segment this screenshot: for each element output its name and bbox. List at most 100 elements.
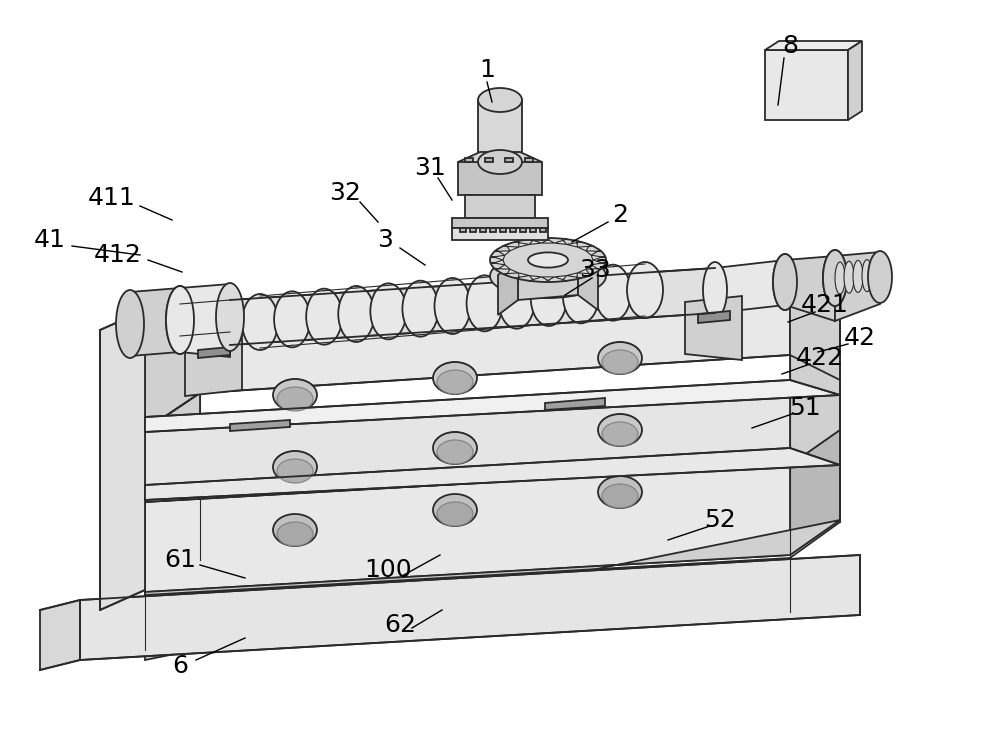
Ellipse shape <box>467 275 503 331</box>
Polygon shape <box>765 50 848 120</box>
Text: 6: 6 <box>172 654 188 678</box>
Polygon shape <box>586 265 602 270</box>
Polygon shape <box>790 430 840 555</box>
Polygon shape <box>478 100 522 162</box>
Polygon shape <box>578 255 598 310</box>
Polygon shape <box>554 238 567 244</box>
Ellipse shape <box>116 290 144 358</box>
Ellipse shape <box>844 261 854 293</box>
Ellipse shape <box>862 260 872 291</box>
Ellipse shape <box>871 259 881 291</box>
Ellipse shape <box>273 514 317 546</box>
Polygon shape <box>494 265 510 270</box>
Polygon shape <box>567 273 582 279</box>
Ellipse shape <box>627 262 663 318</box>
Polygon shape <box>505 158 513 162</box>
Ellipse shape <box>478 150 522 174</box>
Polygon shape <box>542 238 554 243</box>
Polygon shape <box>452 218 548 228</box>
Ellipse shape <box>437 440 473 464</box>
Polygon shape <box>502 245 519 251</box>
Polygon shape <box>502 269 519 275</box>
Ellipse shape <box>338 286 374 342</box>
Text: 62: 62 <box>384 613 416 637</box>
Polygon shape <box>848 41 862 120</box>
Polygon shape <box>577 245 594 251</box>
Ellipse shape <box>306 289 342 344</box>
Polygon shape <box>494 250 510 255</box>
Polygon shape <box>567 273 582 279</box>
Text: 411: 411 <box>88 186 136 210</box>
Polygon shape <box>185 332 242 396</box>
Polygon shape <box>510 228 516 232</box>
Ellipse shape <box>853 261 863 292</box>
Polygon shape <box>514 273 529 279</box>
Polygon shape <box>145 393 790 502</box>
Ellipse shape <box>242 294 278 350</box>
Ellipse shape <box>602 422 638 446</box>
Ellipse shape <box>598 342 642 374</box>
Ellipse shape <box>370 283 406 339</box>
Polygon shape <box>715 260 785 313</box>
Polygon shape <box>529 238 542 244</box>
Ellipse shape <box>478 88 522 112</box>
Ellipse shape <box>274 291 310 347</box>
Ellipse shape <box>823 250 847 306</box>
Polygon shape <box>542 238 554 243</box>
Polygon shape <box>529 238 542 244</box>
Ellipse shape <box>490 254 606 298</box>
Polygon shape <box>554 275 567 281</box>
Ellipse shape <box>437 502 473 526</box>
Polygon shape <box>586 250 602 255</box>
Polygon shape <box>465 158 473 162</box>
Polygon shape <box>591 260 606 265</box>
Polygon shape <box>835 252 880 321</box>
Ellipse shape <box>598 414 642 446</box>
Text: 42: 42 <box>844 326 876 350</box>
Ellipse shape <box>531 270 567 326</box>
Polygon shape <box>200 265 790 393</box>
Polygon shape <box>502 245 519 251</box>
Polygon shape <box>591 255 606 260</box>
Ellipse shape <box>166 286 194 354</box>
Polygon shape <box>130 288 180 356</box>
Polygon shape <box>198 347 230 358</box>
Polygon shape <box>145 303 200 430</box>
Ellipse shape <box>434 278 471 334</box>
Polygon shape <box>577 245 594 251</box>
Polygon shape <box>490 228 496 232</box>
Polygon shape <box>470 228 476 232</box>
Polygon shape <box>790 265 840 520</box>
Text: 421: 421 <box>801 293 849 317</box>
Polygon shape <box>698 311 730 323</box>
Ellipse shape <box>433 494 477 526</box>
Text: 8: 8 <box>782 34 798 58</box>
Ellipse shape <box>273 451 317 483</box>
Ellipse shape <box>602 350 638 374</box>
Text: 2: 2 <box>612 203 628 227</box>
Polygon shape <box>452 228 548 240</box>
Polygon shape <box>514 241 529 247</box>
Polygon shape <box>490 260 505 265</box>
Polygon shape <box>500 228 506 232</box>
Polygon shape <box>502 269 519 275</box>
Ellipse shape <box>703 262 727 318</box>
Polygon shape <box>540 228 546 232</box>
Text: 32: 32 <box>329 181 361 205</box>
Ellipse shape <box>563 267 599 323</box>
Polygon shape <box>100 310 145 610</box>
Polygon shape <box>530 228 536 232</box>
Polygon shape <box>458 152 542 172</box>
Ellipse shape <box>528 252 568 268</box>
Polygon shape <box>460 228 466 232</box>
Text: 52: 52 <box>704 508 736 532</box>
Ellipse shape <box>773 254 797 310</box>
Ellipse shape <box>437 370 473 394</box>
Polygon shape <box>490 260 505 265</box>
Polygon shape <box>40 600 80 670</box>
Polygon shape <box>586 265 602 270</box>
Polygon shape <box>498 260 518 315</box>
Polygon shape <box>586 250 602 255</box>
Ellipse shape <box>277 459 313 483</box>
Polygon shape <box>785 256 835 321</box>
